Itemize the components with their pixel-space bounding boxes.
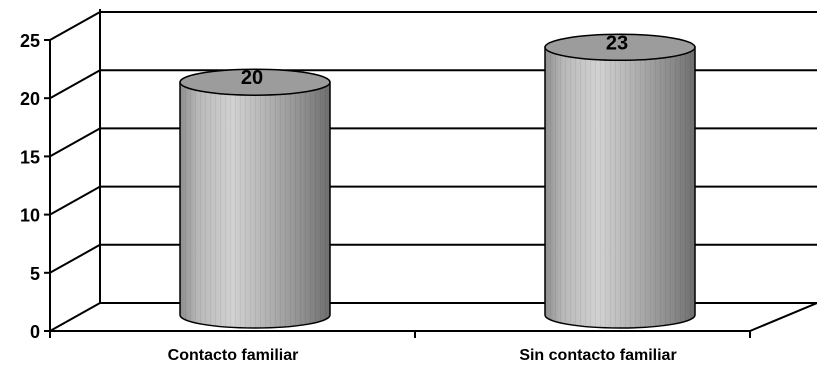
y-tick-label: 10 <box>20 206 40 226</box>
bars: 20 23 <box>179 32 696 329</box>
y-tick-label: 5 <box>30 264 40 284</box>
gridline <box>49 243 101 274</box>
gridline <box>49 302 101 332</box>
y-tick-label: 25 <box>20 31 40 51</box>
y-tick-label: 0 <box>30 322 40 342</box>
gridline <box>49 127 101 158</box>
data-label: 20 <box>241 67 263 89</box>
cylinder-texture <box>545 47 695 328</box>
bar-sin-contacto-familiar: 23 <box>544 32 696 329</box>
x-category-label: Contacto familiar <box>168 347 299 364</box>
y-tick-label: 20 <box>20 89 40 109</box>
plot-frame <box>44 9 817 338</box>
x-category-label: Sin contacto familiar <box>519 347 676 364</box>
gridline <box>49 185 101 216</box>
data-label: 23 <box>606 32 628 54</box>
cylinder-texture <box>180 82 330 328</box>
gridline <box>749 302 817 332</box>
bar-contacto-familiar: 20 <box>179 67 331 329</box>
cylinder-top <box>544 33 696 62</box>
x-axis: Contacto familiar Sin contacto familiar <box>168 347 677 364</box>
y-tick-label: 15 <box>20 147 40 167</box>
gridline <box>49 69 101 100</box>
gridline <box>49 11 101 41</box>
y-axis: 0 5 10 15 20 25 <box>20 31 40 342</box>
cylinder-top <box>179 68 331 96</box>
